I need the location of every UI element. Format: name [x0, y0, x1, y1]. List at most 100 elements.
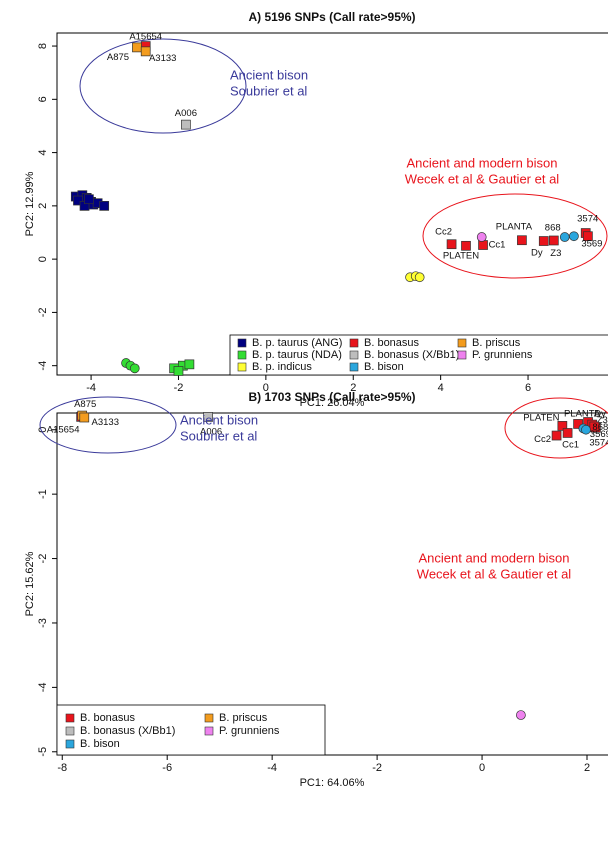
group-ellipse [504, 397, 608, 459]
legend-swatch [204, 713, 214, 723]
point-label: 868 [592, 422, 608, 433]
point [583, 231, 593, 242]
point-label: A006 [175, 108, 197, 119]
chart-title: B) 1703 SNPs (Call rate>95%) [248, 390, 415, 404]
legend-swatch [237, 350, 247, 360]
legend-swatch [65, 726, 75, 736]
chart-title: A) 5196 SNPs (Call rate>95%) [248, 10, 415, 24]
point-label: Z3 [550, 248, 561, 259]
point-label: Dy [594, 409, 606, 420]
point-label: Cc2 [435, 227, 452, 238]
x-tick-label: -6 [162, 762, 172, 774]
point-label: A3133 [149, 53, 176, 64]
legend-label: P. grunniens [219, 725, 280, 737]
point [569, 231, 579, 242]
point [184, 359, 195, 370]
y-tick-label: -3 [37, 618, 49, 628]
point-label: 3574 [577, 214, 598, 225]
legend-label: B. bonasus [80, 712, 136, 724]
legend-box [56, 704, 326, 756]
legend-swatch [237, 362, 247, 372]
point-label: PLATEN [443, 250, 479, 261]
point [99, 201, 110, 211]
annotation: Wecek et al & Gautier et al [405, 171, 559, 186]
point-label: Cc2 [534, 434, 551, 445]
point [79, 412, 90, 423]
point-label: A15654 [129, 32, 162, 43]
legend-box [229, 334, 608, 376]
point-label: PLANTA [564, 408, 601, 419]
x-tick-label: 0 [263, 382, 269, 394]
x-tick-label: 6 [525, 382, 531, 394]
x-tick-label: 2 [584, 762, 590, 774]
point [557, 421, 568, 431]
legend-label: B. priscus [472, 337, 521, 349]
point [84, 194, 94, 205]
x-tick-label: 4 [438, 382, 444, 394]
point-label: Z3 [597, 415, 608, 426]
point-label: A875 [74, 399, 96, 410]
group-ellipse [422, 193, 608, 279]
y-tick-label: 8 [37, 43, 49, 49]
legend-label: P. grunniens [472, 349, 533, 361]
legend-swatch [457, 350, 467, 360]
y-tick-label: -5 [37, 747, 49, 757]
annotation: Soubrier et al [230, 83, 307, 98]
point-label: A006 [200, 426, 222, 437]
point-label: 868 [545, 223, 561, 234]
legend-label: B. p. taurus (ANG) [252, 337, 342, 349]
point [73, 195, 83, 206]
point [446, 239, 457, 250]
legend-swatch [457, 338, 467, 348]
y-axis-label: PC2: 15.62% [24, 551, 36, 616]
y-tick-label: 2 [37, 203, 49, 209]
point [173, 366, 184, 376]
y-tick-label: -1 [37, 489, 49, 499]
legend-label: B. bonasus (X/Bb1) [80, 725, 175, 737]
point-label: PLATEN [523, 412, 559, 423]
x-tick-label: 2 [350, 382, 356, 394]
legend-swatch [349, 350, 359, 360]
point-label: 3569 [581, 239, 602, 250]
point [203, 412, 213, 422]
point [461, 240, 471, 251]
legend-swatch [65, 713, 75, 723]
point-label: PLANTA [496, 222, 533, 233]
y-tick-label: -4 [37, 682, 49, 692]
point-label: A875 [107, 52, 129, 63]
x-tick-label: -8 [57, 762, 67, 774]
x-tick-label: -2 [174, 382, 184, 394]
legend-swatch [349, 362, 359, 372]
plot-frame [56, 412, 608, 756]
y-tick-label: 6 [37, 96, 49, 102]
point [551, 430, 562, 441]
legend-label: B. bison [80, 738, 120, 750]
point [517, 235, 527, 246]
annotation: Ancient and modern bison [406, 155, 557, 170]
point-label: 3574 [589, 437, 608, 448]
x-tick-label: -2 [372, 762, 382, 774]
y-tick-label: -2 [37, 554, 49, 564]
x-tick-label: 0 [479, 762, 485, 774]
legend-swatch [65, 739, 75, 749]
legend-swatch [237, 338, 247, 348]
point [129, 363, 140, 374]
annotation: Ancient bison [230, 67, 308, 82]
point-label: 3569 [590, 429, 608, 440]
x-tick-label: -4 [267, 762, 277, 774]
annotation: Soubrier et al [180, 428, 257, 443]
legend-swatch [349, 338, 359, 348]
legend-label: B. p. taurus (NDA) [252, 349, 342, 361]
point [476, 232, 487, 242]
point [589, 421, 600, 432]
legend-label: B. bonasus (X/Bb1) [364, 349, 459, 361]
legend-swatch [204, 726, 214, 736]
x-axis-label: PC1: 64.06% [300, 777, 365, 789]
point [562, 428, 573, 438]
point [559, 232, 570, 242]
legend-label: B. priscus [219, 712, 268, 724]
point [478, 240, 488, 250]
point [414, 272, 425, 283]
